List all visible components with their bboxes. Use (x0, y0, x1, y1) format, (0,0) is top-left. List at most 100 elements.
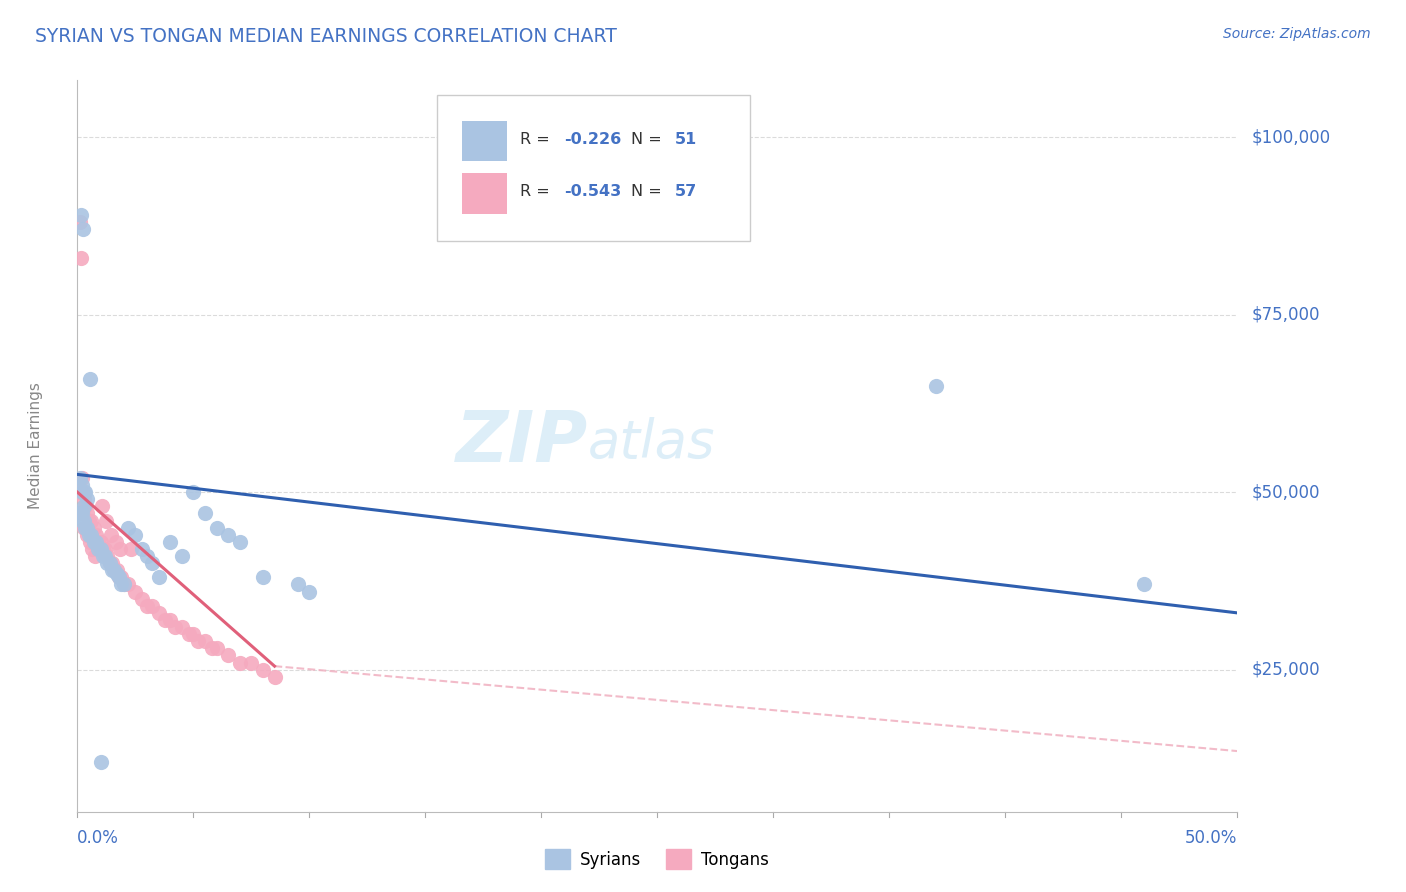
Point (69, 208, 91, 222)
Point (73, 500, 96, 514)
Point (94, 549, 117, 563)
Point (103, 563, 125, 577)
Point (112, 577, 135, 591)
Text: N =: N = (631, 185, 666, 199)
Point (100, 528, 122, 542)
Point (87, 541, 110, 556)
Point (112, 577, 135, 591)
Point (170, 620, 193, 634)
Text: N =: N = (631, 132, 666, 146)
Point (91, 541, 114, 556)
Point (69, 251, 91, 265)
Point (110, 541, 132, 556)
Point (194, 634, 217, 648)
Point (124, 584, 146, 599)
Point (83, 521, 105, 535)
Point (228, 656, 252, 670)
Point (148, 606, 170, 620)
Point (120, 541, 142, 556)
Point (73, 514, 96, 528)
Point (925, 378, 948, 392)
Point (87, 534, 110, 549)
Text: 57: 57 (675, 185, 697, 199)
Point (136, 599, 159, 613)
Point (90, 500, 112, 514)
Point (263, 670, 285, 684)
Point (72, 222, 94, 236)
Point (76, 507, 98, 521)
Text: 50.0%: 50.0% (1185, 830, 1237, 847)
Point (141, 599, 163, 613)
Point (83, 534, 105, 549)
Point (98, 556, 121, 570)
Point (69, 471, 91, 485)
Point (117, 521, 139, 535)
Point (70, 507, 93, 521)
Point (76, 528, 98, 542)
Point (83, 549, 105, 563)
Point (77, 514, 100, 528)
Point (183, 627, 205, 641)
Point (148, 570, 170, 584)
FancyBboxPatch shape (437, 95, 751, 241)
Point (124, 528, 146, 542)
Point (131, 591, 153, 606)
Point (131, 541, 153, 556)
Point (96, 549, 118, 563)
Point (80, 514, 103, 528)
Point (159, 534, 181, 549)
Text: 0.0%: 0.0% (77, 830, 120, 847)
Point (104, 534, 127, 549)
Point (252, 570, 274, 584)
Point (94, 541, 117, 556)
Text: -0.543: -0.543 (565, 185, 621, 199)
Point (72, 485, 94, 500)
Point (75, 485, 97, 500)
FancyBboxPatch shape (463, 173, 506, 214)
Point (228, 534, 252, 549)
Point (75, 500, 97, 514)
Point (96, 514, 118, 528)
Point (90, 541, 111, 556)
FancyBboxPatch shape (463, 120, 506, 161)
Point (183, 485, 205, 500)
Text: $75,000: $75,000 (1251, 306, 1320, 324)
Point (70, 478, 93, 492)
Point (101, 563, 124, 577)
Point (103, 563, 125, 577)
Point (90, 534, 111, 549)
Text: atlas: atlas (588, 417, 716, 468)
Point (159, 613, 181, 627)
Point (163, 620, 186, 634)
Text: R =: R = (520, 185, 555, 199)
Point (101, 556, 124, 570)
Point (84, 534, 107, 549)
Text: SYRIAN VS TONGAN MEDIAN EARNINGS CORRELATION CHART: SYRIAN VS TONGAN MEDIAN EARNINGS CORRELA… (35, 27, 617, 45)
Point (105, 563, 128, 577)
Point (1133, 577, 1156, 591)
Point (79, 371, 101, 385)
Point (217, 528, 239, 542)
Point (240, 656, 263, 670)
Point (141, 556, 163, 570)
Point (76, 521, 98, 535)
Point (110, 577, 132, 591)
Point (298, 584, 321, 599)
Point (90, 755, 111, 769)
Point (76, 492, 98, 507)
Point (194, 507, 217, 521)
Point (170, 549, 193, 563)
Point (205, 641, 228, 656)
Point (117, 577, 139, 591)
Point (96, 556, 118, 570)
Text: ZIP: ZIP (456, 408, 588, 477)
Point (91, 549, 114, 563)
Point (105, 566, 128, 581)
Point (72, 485, 94, 500)
Point (70, 471, 93, 485)
Text: R =: R = (520, 132, 555, 146)
Point (75, 521, 97, 535)
Point (108, 570, 131, 584)
Point (136, 549, 159, 563)
Legend: Syrians, Tongans: Syrians, Tongans (546, 849, 769, 869)
